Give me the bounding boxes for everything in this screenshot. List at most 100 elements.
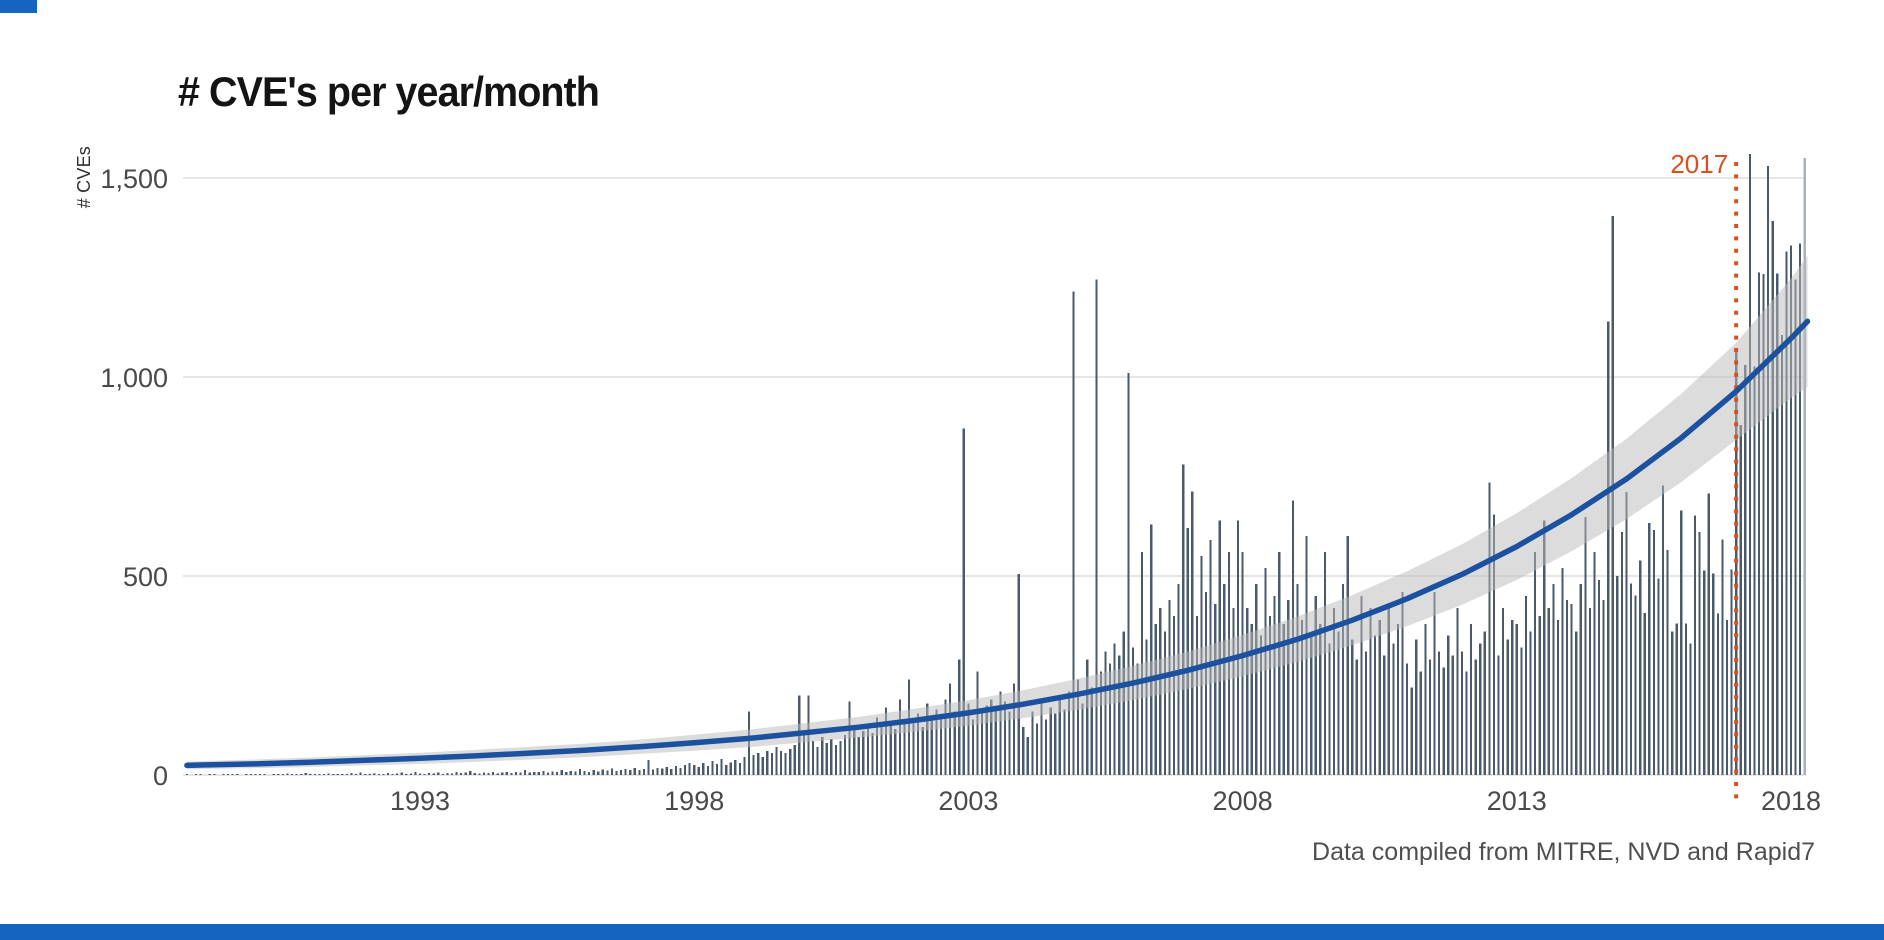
- bar: [1268, 615, 1272, 775]
- bar: [615, 771, 618, 775]
- bar: [455, 772, 458, 775]
- bar: [1479, 643, 1482, 775]
- bar: [1104, 651, 1107, 775]
- bar: [1456, 607, 1459, 775]
- bar: [1118, 655, 1121, 775]
- bar: [633, 767, 636, 775]
- bar: [432, 773, 435, 775]
- bar: [1693, 515, 1697, 775]
- bar: [277, 774, 280, 775]
- bar: [249, 773, 252, 775]
- bar: [1332, 607, 1336, 775]
- bar: [327, 773, 330, 775]
- chart-caption: Data compiled from MITRE, NVD and Rapid7: [1312, 838, 1815, 866]
- bar: [1255, 584, 1258, 775]
- bar: [469, 771, 472, 775]
- bar: [227, 774, 230, 775]
- bar: [720, 759, 723, 775]
- bar: [286, 773, 289, 775]
- bar: [1131, 647, 1134, 775]
- bar: [1625, 492, 1628, 775]
- bar: [213, 774, 216, 775]
- bar: [716, 763, 719, 775]
- bar: [208, 774, 211, 775]
- bar: [195, 774, 198, 775]
- bar: [1561, 568, 1564, 775]
- bar: [487, 773, 490, 775]
- bar: [1017, 574, 1020, 775]
- bar: [1575, 631, 1578, 775]
- bar: [999, 691, 1002, 775]
- bar: [967, 703, 970, 775]
- bar: [1511, 619, 1514, 775]
- trend-line: [184, 318, 1811, 769]
- bar: [1744, 365, 1747, 775]
- bar: [620, 769, 623, 775]
- bar: [460, 773, 463, 775]
- bar: [1195, 615, 1198, 775]
- bar: [405, 773, 408, 775]
- bar: [1799, 243, 1802, 775]
- bar: [1396, 623, 1400, 775]
- bar: [912, 723, 915, 775]
- bar: [674, 766, 677, 775]
- bar: [382, 774, 385, 775]
- bar: [1483, 631, 1486, 775]
- bar: [1360, 595, 1363, 775]
- bar: [1424, 623, 1427, 775]
- bar: [1716, 613, 1719, 775]
- bar: [1707, 493, 1710, 775]
- bar: [679, 767, 682, 775]
- confidence-band: [186, 255, 1808, 770]
- bar: [437, 772, 440, 775]
- bar: [1515, 623, 1518, 775]
- bar: [702, 763, 705, 775]
- brand-footer-bar: [0, 924, 1884, 940]
- bar: [1013, 683, 1016, 775]
- bar: [222, 774, 225, 775]
- bar: [811, 741, 815, 775]
- bar: [1186, 528, 1189, 775]
- bar: [994, 709, 997, 775]
- bar: [1643, 613, 1646, 775]
- bar: [624, 769, 627, 775]
- bar: [656, 767, 659, 775]
- bar: [1474, 659, 1477, 775]
- bar: [839, 741, 842, 775]
- bar: [354, 773, 358, 775]
- bar: [629, 770, 632, 775]
- bar: [231, 774, 234, 775]
- bar: [962, 428, 965, 775]
- bar: [875, 717, 879, 775]
- bar: [1689, 643, 1692, 775]
- bar: [1127, 373, 1130, 775]
- bar: [423, 773, 426, 775]
- bar: [706, 766, 709, 775]
- bar: [464, 772, 467, 775]
- bar: [1629, 583, 1633, 775]
- bar: [688, 763, 691, 775]
- bar: [661, 768, 664, 775]
- bar: [1639, 560, 1642, 775]
- bar: [784, 753, 787, 775]
- bar: [1538, 615, 1541, 775]
- bar: [1698, 532, 1701, 775]
- bar: [501, 772, 504, 775]
- bar: [510, 773, 513, 775]
- bar: [272, 773, 275, 775]
- bar: [1410, 687, 1413, 775]
- bar: [533, 771, 536, 775]
- bar: [894, 729, 897, 775]
- bar: [670, 769, 673, 775]
- bar: [1387, 603, 1390, 775]
- bar: [606, 770, 609, 775]
- chart-title: # CVE's per year/month: [178, 68, 600, 115]
- bar: [1753, 366, 1756, 775]
- bar: [871, 733, 874, 775]
- bar: [1438, 651, 1441, 775]
- bar: [1136, 663, 1139, 775]
- bar: [336, 774, 339, 775]
- bar: [775, 747, 778, 775]
- bar: [1520, 647, 1523, 775]
